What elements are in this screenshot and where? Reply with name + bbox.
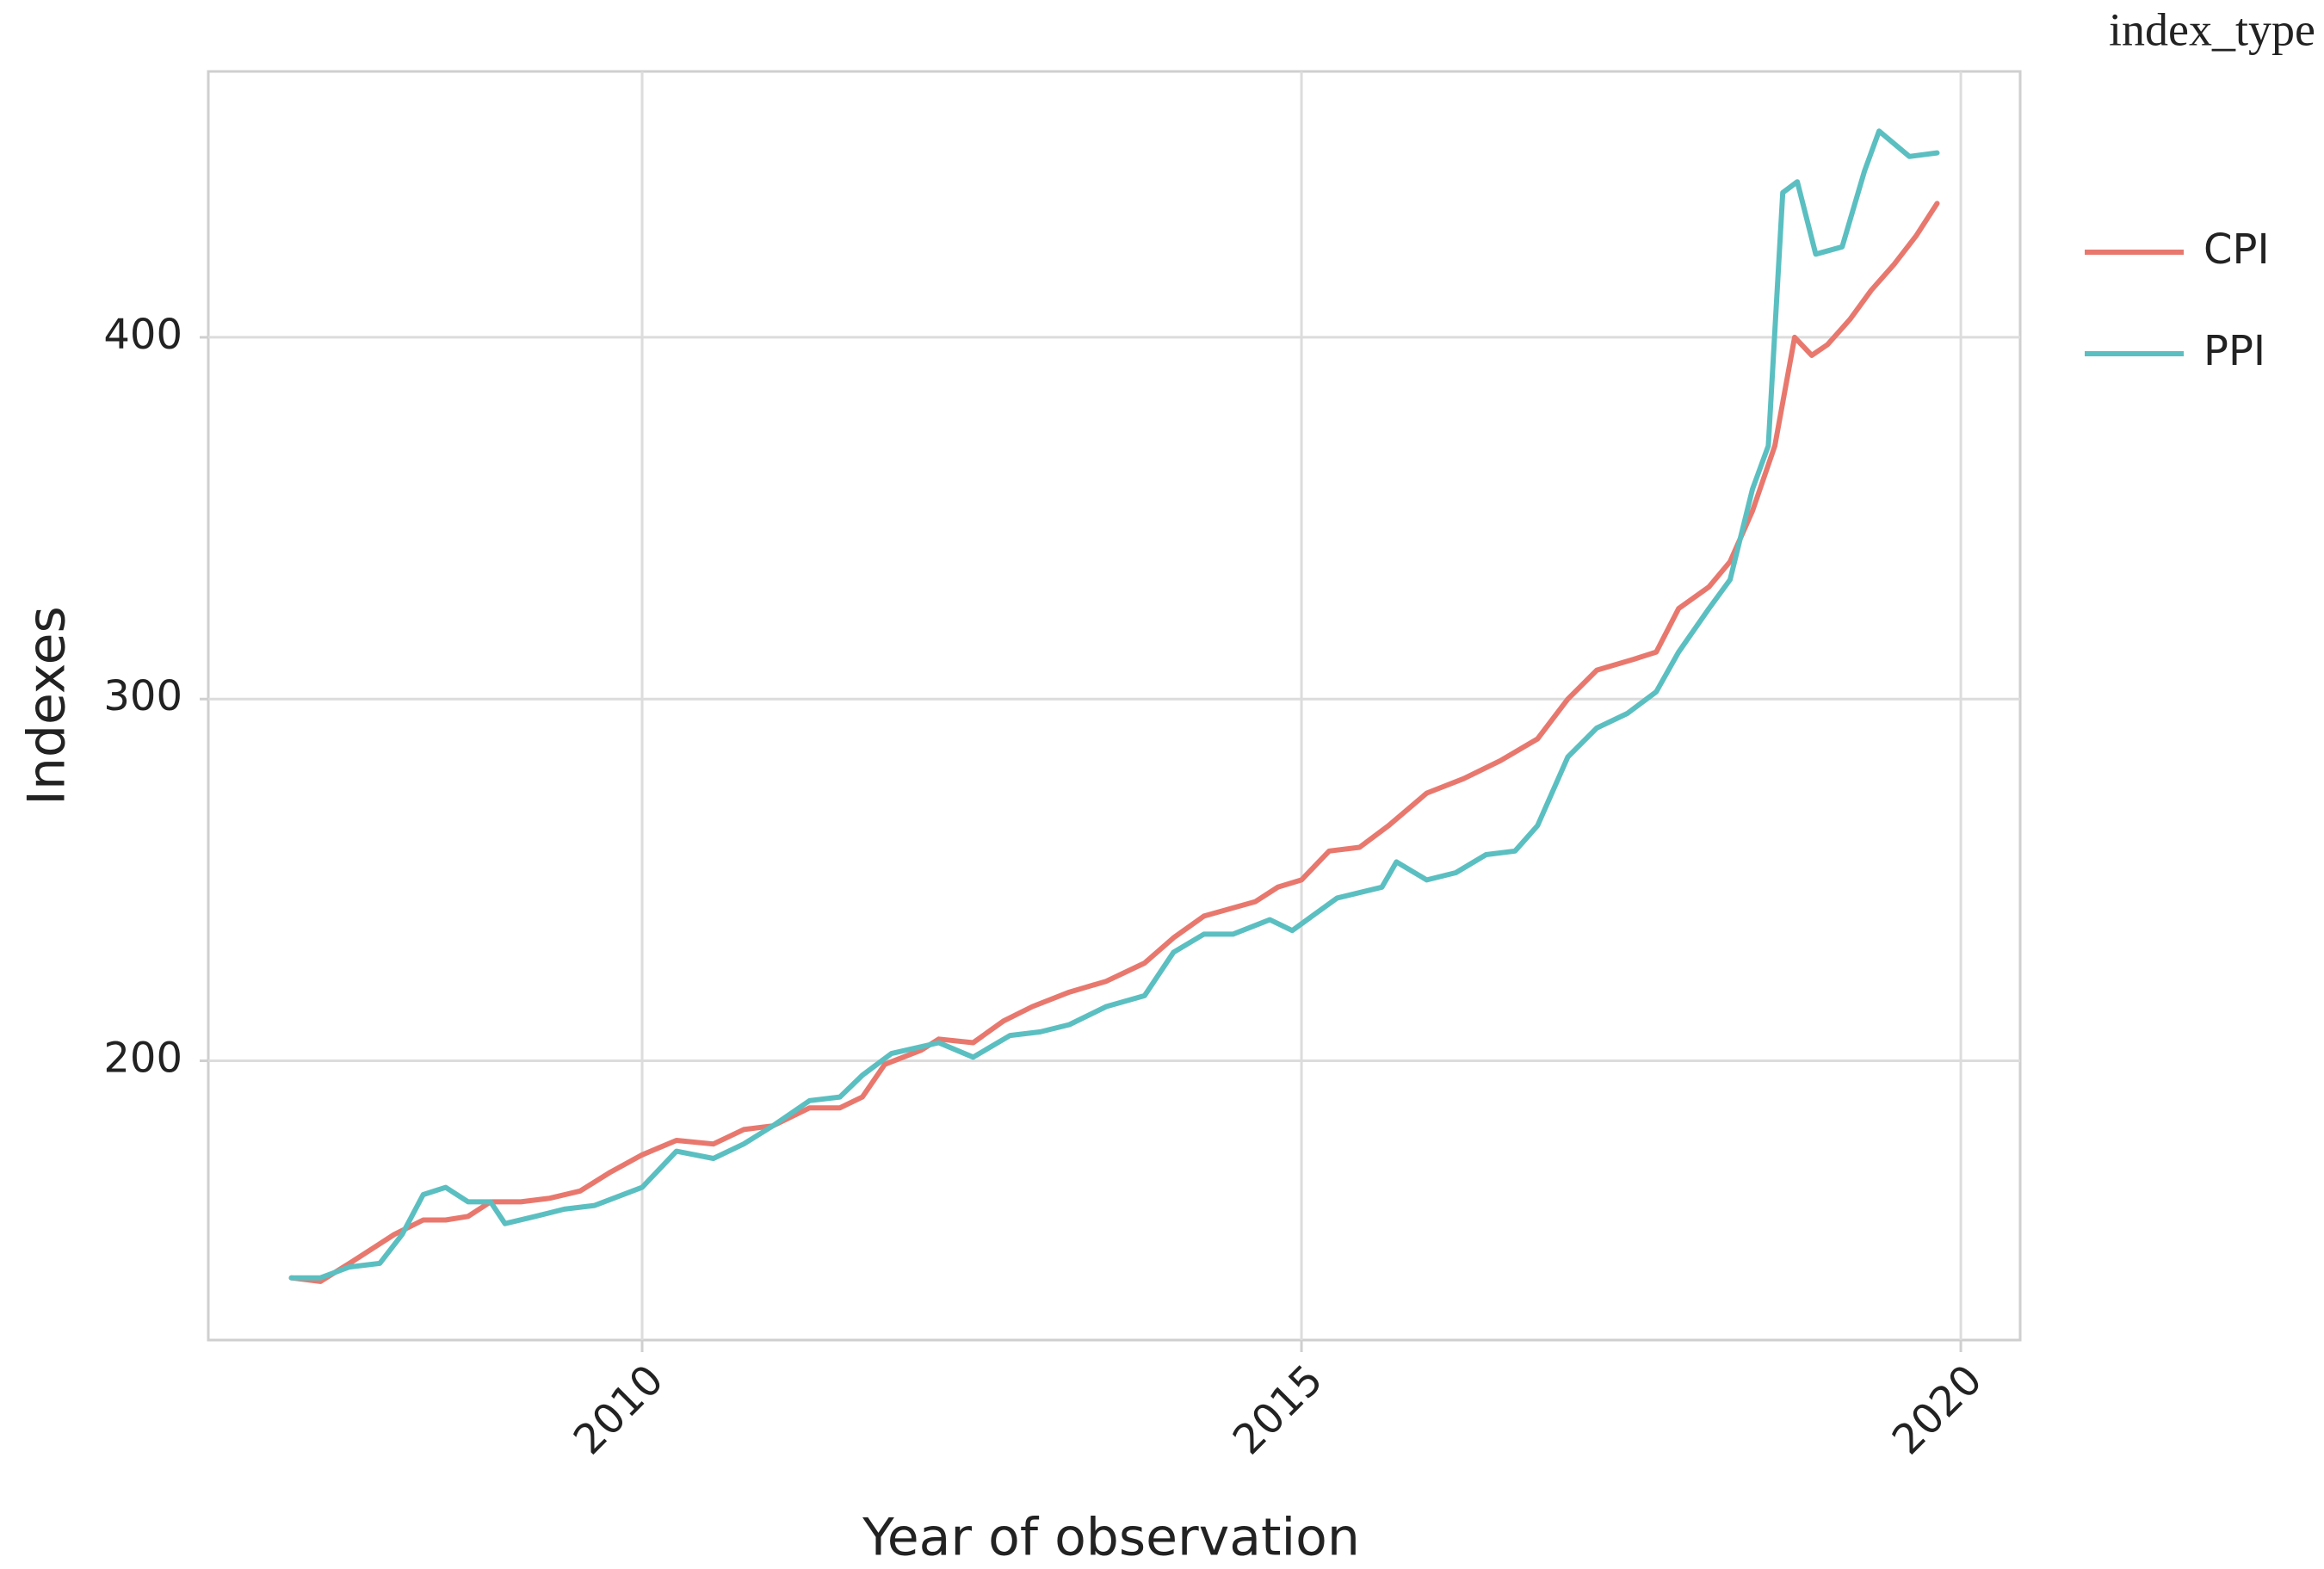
y-tick-label: 300 bbox=[103, 672, 182, 720]
y-tick-label: 200 bbox=[103, 1035, 182, 1083]
x-tick-label: 2020 bbox=[1883, 1356, 1992, 1464]
plot-panel bbox=[207, 70, 2022, 1342]
x-tick-label: 2010 bbox=[565, 1356, 673, 1464]
legend-title: index_type bbox=[2109, 3, 2315, 55]
legend-label: CPI bbox=[2203, 225, 2270, 274]
y-axis-title: Indexes bbox=[17, 606, 77, 806]
y-tick-label: 400 bbox=[103, 311, 182, 359]
legend-label: PPI bbox=[2203, 327, 2265, 375]
x-axis-title: Year of observation bbox=[862, 1508, 1360, 1568]
series-line bbox=[288, 128, 1940, 1281]
x-tick-label: 2015 bbox=[1224, 1356, 1332, 1464]
